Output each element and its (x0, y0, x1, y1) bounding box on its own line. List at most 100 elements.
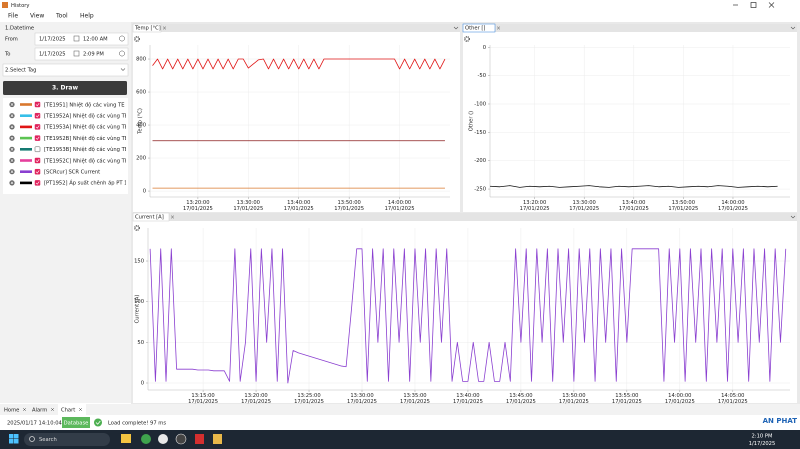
tab[interactable]: Chart (61, 408, 75, 414)
panel-header (133, 213, 797, 221)
taskbar (0, 430, 800, 449)
panel-title: Temp [°C] (134, 26, 161, 32)
panel-title: Other [] (465, 26, 485, 32)
y-tick-label: 150 (134, 259, 144, 265)
y-tick-label: -100 (474, 101, 486, 107)
tag-color (20, 114, 32, 117)
logo: AN PHAT (763, 417, 798, 425)
taskbar-app[interactable] (121, 434, 131, 443)
taskbar-app[interactable] (213, 434, 222, 444)
from-label: From (5, 37, 18, 43)
tag-checkbox[interactable] (35, 169, 40, 174)
from-date: 1/17/2025 (39, 37, 66, 43)
panel-header (133, 24, 460, 32)
tag-color (20, 126, 32, 129)
start-tile (14, 439, 19, 444)
to-label: To (4, 52, 10, 58)
start-tile (14, 434, 19, 439)
y-tick-label: 50 (137, 340, 144, 346)
y-tick-label: -50 (478, 73, 486, 79)
x-tick-date: 17/01/2025 (233, 206, 263, 212)
from-time: 12:00 AM (83, 37, 108, 43)
to-date: 1/17/2025 (39, 52, 66, 58)
taskbar-app[interactable] (141, 434, 151, 444)
tag-checkbox[interactable] (35, 113, 40, 118)
tag-name: [PT1952] Áp suất chênh áp PT 195 (44, 180, 134, 187)
chart-panel (133, 24, 460, 212)
y-axis-label: Temp (°C) (138, 108, 144, 135)
x-tick-date: 17/01/2025 (334, 206, 364, 212)
clock-time: 2:10 PM (752, 434, 773, 440)
tag-color (20, 170, 32, 173)
tag-checkbox[interactable] (35, 158, 40, 163)
start-tile (9, 434, 14, 439)
x-tick-date: 17/01/2025 (619, 206, 649, 212)
y-tick-label: 400 (136, 123, 146, 129)
y-tick-label: 800 (136, 57, 146, 63)
status-datetime: 2025/01/17 14:10:04 (7, 421, 63, 427)
menu-item[interactable]: File (8, 13, 18, 20)
tag-name: [TE1953A] Nhiệt độ các vùng TE 19 (44, 124, 136, 131)
x-tick-date: 17/01/2025 (569, 206, 599, 212)
tag-name: [TE1953B] Nhiệt độ các vùng TE 19 (44, 146, 136, 153)
tag-color (20, 103, 32, 106)
tag-name: [TE1951] Nhiệt độ các vùng TE 195 (44, 101, 136, 108)
y-tick-label: 0 (483, 45, 486, 51)
app-icon (2, 2, 8, 8)
tag-name: [TE1952B] Nhiệt độ các vùng TE 19 (44, 135, 136, 142)
panel-title: Current [A] (135, 215, 164, 221)
y-tick-label: -250 (474, 187, 486, 193)
taskbar-app[interactable] (195, 434, 204, 444)
menu-item[interactable]: Help (80, 13, 94, 20)
menu-item[interactable]: View (30, 13, 44, 20)
status-source: Database (64, 421, 89, 427)
panel-header (463, 24, 797, 32)
tag-checkbox[interactable] (35, 180, 40, 185)
tag-color (20, 182, 32, 185)
tab[interactable]: Home (4, 408, 19, 414)
tag-list (3, 98, 128, 194)
search-box[interactable] (24, 433, 110, 446)
y-tick-label: -200 (474, 158, 486, 164)
tag-checkbox[interactable] (35, 147, 40, 152)
menu-item[interactable]: Tool (55, 13, 68, 20)
title-bar (0, 0, 800, 10)
x-tick-date: 17/01/2025 (385, 206, 415, 212)
draw-button-label: 3. Draw (52, 85, 79, 92)
section-heading: 2.Select Tag (5, 68, 36, 74)
taskbar-app[interactable] (176, 434, 186, 444)
to-time: 2:09 PM (83, 52, 104, 58)
status-message: Load complete! 97 ms (108, 421, 166, 427)
y-tick-label: -150 (474, 130, 486, 136)
tag-name: [TE1952C] Nhiệt độ các vùng TE 19 (44, 157, 136, 164)
tab[interactable]: Alarm (32, 408, 47, 414)
sidebar (0, 22, 131, 403)
charts: Temp [°C]Temp (°C)020040060080013:20:001… (133, 24, 797, 405)
tag-checkbox[interactable] (35, 124, 40, 129)
window-title: History (11, 3, 29, 9)
x-tick-date: 17/01/2025 (668, 206, 698, 212)
section-heading: 1.Datetime (5, 26, 34, 32)
tag-checkbox[interactable] (35, 136, 40, 141)
clock-date: 1/17/2025 (749, 441, 776, 447)
ok-icon (94, 419, 102, 427)
tag-name: [SCRcur] SCR Current (44, 170, 100, 176)
y-axis-label: Other () (469, 111, 475, 131)
search-label: Search (39, 437, 57, 443)
x-tick-date: 17/01/2025 (183, 206, 213, 212)
taskbar-app[interactable] (158, 434, 168, 444)
tag-color (20, 137, 32, 140)
start-tile (9, 439, 14, 444)
y-tick-label: 200 (136, 156, 146, 162)
y-tick-label: 100 (134, 299, 144, 305)
tag-color (20, 159, 32, 162)
tag-color (20, 148, 32, 151)
x-tick-date: 17/01/2025 (284, 206, 314, 212)
x-tick-date: 17/01/2025 (520, 206, 550, 212)
menu-bar (0, 10, 800, 22)
tag-checkbox[interactable] (35, 102, 40, 107)
x-tick-date: 17/01/2025 (718, 206, 748, 212)
y-tick-label: 0 (141, 381, 144, 387)
tab-strip (0, 404, 800, 415)
